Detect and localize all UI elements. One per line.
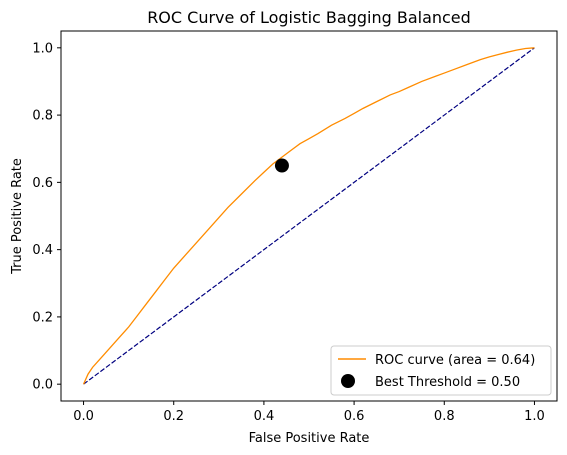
plot-area [82, 47, 535, 385]
x-axis-label: False Positive Rate [249, 431, 370, 446]
x-tick-label: 0.0 [73, 409, 94, 424]
x-axis: 0.0 0.2 0.4 0.6 0.8 1.0 [73, 401, 545, 424]
y-tick-label: 0.4 [32, 243, 53, 258]
best-threshold-point [274, 158, 289, 173]
x-tick-label: 0.6 [344, 409, 365, 424]
legend-roc-label: ROC curve (area = 0.64) [375, 353, 535, 368]
roc-curve-line [82, 47, 535, 385]
axes-frame [60, 30, 558, 402]
chart-title: ROC Curve of Logistic Bagging Balanced [147, 8, 471, 27]
legend-best-threshold-label: Best Threshold = 0.50 [375, 375, 520, 390]
legend-best-threshold-marker [341, 374, 355, 388]
y-tick-label: 0.2 [32, 310, 53, 325]
legend-box [330, 345, 552, 396]
x-tick-label: 0.8 [434, 409, 455, 424]
y-axis: 0.0 0.2 0.4 0.6 0.8 1.0 [32, 41, 61, 393]
x-tick-label: 0.2 [163, 409, 184, 424]
y-tick-label: 0.8 [32, 109, 53, 124]
y-axis-label: True Positive Rate [10, 158, 25, 275]
legend: ROC curve (area = 0.64) Best Threshold =… [330, 345, 552, 396]
y-tick-label: 0.0 [32, 378, 53, 393]
x-tick-label: 0.4 [254, 409, 275, 424]
x-tick-label: 1.0 [524, 409, 545, 424]
y-tick-label: 0.6 [32, 176, 53, 191]
chance-diagonal-line [83, 47, 535, 385]
y-tick-label: 1.0 [32, 41, 53, 56]
